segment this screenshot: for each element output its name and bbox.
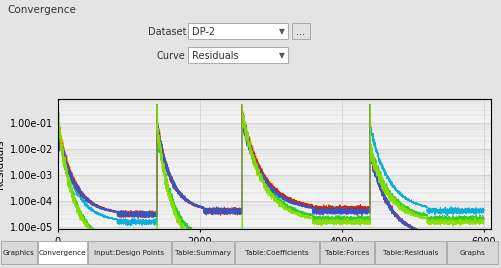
Bar xyxy=(320,241,374,264)
Text: ▼: ▼ xyxy=(279,27,285,36)
Text: Dataset: Dataset xyxy=(148,27,186,37)
Bar xyxy=(235,241,319,264)
Text: Graphs: Graphs xyxy=(459,250,485,256)
Bar xyxy=(292,23,310,39)
Text: Input:Design Points: Input:Design Points xyxy=(94,250,164,256)
Y-axis label: Residuals: Residuals xyxy=(0,139,6,189)
Text: Convergence: Convergence xyxy=(8,5,76,14)
Text: Table:Summary: Table:Summary xyxy=(175,250,231,256)
Bar xyxy=(88,241,171,264)
Text: ...: ... xyxy=(296,27,305,37)
Bar xyxy=(188,23,288,39)
Text: Table:Coefficients: Table:Coefficients xyxy=(245,250,309,256)
Text: Convergence: Convergence xyxy=(39,250,86,256)
Text: ▼: ▼ xyxy=(279,51,285,60)
Bar xyxy=(1,241,37,264)
Bar xyxy=(188,47,288,63)
Text: Graphics: Graphics xyxy=(3,250,35,256)
Bar xyxy=(447,241,498,264)
Bar xyxy=(375,241,446,264)
Text: Curve: Curve xyxy=(157,51,186,61)
Text: Residuals: Residuals xyxy=(192,51,238,61)
Bar xyxy=(172,241,234,264)
X-axis label: iteration: iteration xyxy=(250,250,298,259)
Text: Table:Forces: Table:Forces xyxy=(325,250,369,256)
Text: Table:Residuals: Table:Residuals xyxy=(383,250,438,256)
Bar xyxy=(38,241,87,264)
Text: DP-2: DP-2 xyxy=(192,27,215,37)
